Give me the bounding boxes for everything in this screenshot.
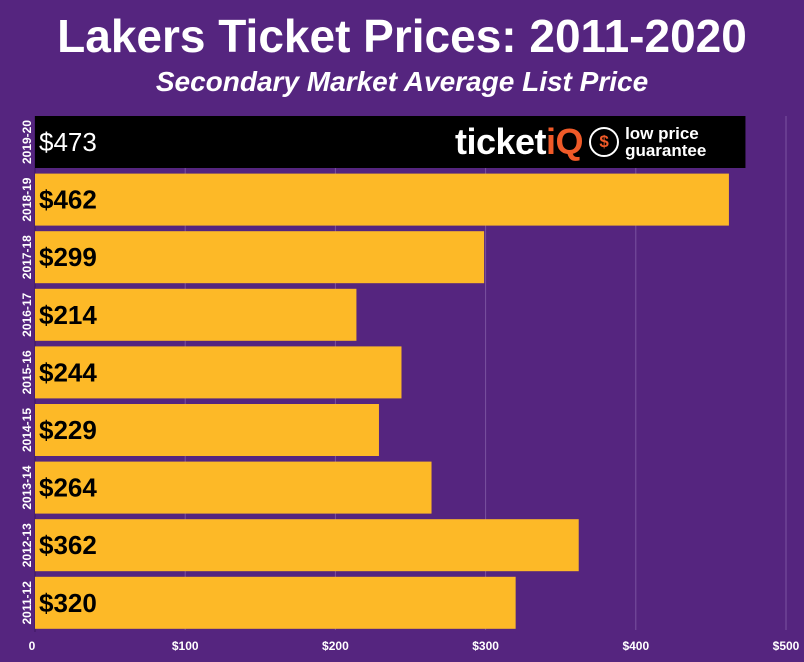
bar-value-label: $214: [39, 300, 97, 330]
logo-wordmark: ticketiQ: [455, 121, 584, 162]
logo-tagline: low price guarantee: [625, 124, 707, 160]
ticketiq-logo: ticketiQ $ low price guarantee: [455, 120, 706, 164]
bar-value-label: $462: [39, 185, 97, 215]
bar-value-label: $320: [39, 588, 97, 618]
bar-value-label: $299: [39, 242, 97, 272]
bar: [35, 576, 516, 629]
x-tick-label: $100: [172, 639, 199, 653]
logo-word-ticket: ticket: [455, 121, 547, 162]
category-label: 2011-12: [20, 581, 34, 625]
x-tick-label: $400: [622, 639, 649, 653]
bar: [35, 116, 746, 168]
category-label: 2015-16: [20, 350, 34, 394]
x-tick-label: 0: [29, 639, 36, 653]
category-label: 2018-19: [20, 177, 34, 221]
bar: [35, 519, 579, 572]
category-label: 2019-20: [20, 120, 34, 164]
category-label: 2017-18: [20, 235, 34, 279]
category-label: 2014-15: [20, 408, 34, 452]
x-tick-label: $200: [322, 639, 349, 653]
price-badge-icon: $: [589, 127, 620, 157]
chart-title: Lakers Ticket Prices: 2011-2020: [57, 10, 747, 62]
category-label: 2016-17: [20, 292, 34, 336]
bar: [35, 461, 432, 514]
bar-value-label: $264: [39, 473, 97, 503]
bar: [35, 346, 402, 399]
category-label: 2013-14: [20, 465, 34, 509]
logo-word-iq: iQ: [546, 121, 584, 162]
bar: [35, 288, 357, 341]
bar: [35, 404, 379, 456]
x-tick-label: $300: [472, 639, 499, 653]
bar: [35, 231, 485, 284]
bar-value-label: $229: [39, 415, 97, 445]
x-tick-label: $500: [773, 639, 800, 653]
category-label: 2012-13: [20, 523, 34, 567]
bar-value-label: $244: [39, 357, 97, 387]
bar-value-label: $362: [39, 530, 97, 560]
bar: [35, 173, 729, 226]
bar-value-label: $473: [39, 127, 97, 157]
chart-subtitle: Secondary Market Average List Price: [155, 66, 649, 97]
